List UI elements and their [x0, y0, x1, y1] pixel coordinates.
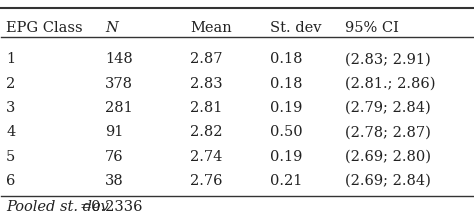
Text: =0.2336: =0.2336: [79, 200, 143, 214]
Text: 6: 6: [6, 174, 16, 188]
Text: 148: 148: [105, 52, 133, 66]
Text: 0.18: 0.18: [270, 77, 302, 90]
Text: 91: 91: [105, 125, 123, 139]
Text: (2.78; 2.87): (2.78; 2.87): [346, 125, 431, 139]
Text: 1: 1: [6, 52, 15, 66]
Text: 281: 281: [105, 101, 133, 115]
Text: 2.82: 2.82: [190, 125, 222, 139]
Text: 0.21: 0.21: [270, 174, 302, 188]
Text: 2.83: 2.83: [190, 77, 222, 90]
Text: 5: 5: [6, 150, 15, 164]
Text: 2.87: 2.87: [190, 52, 222, 66]
Text: (2.83; 2.91): (2.83; 2.91): [346, 52, 431, 66]
Text: 378: 378: [105, 77, 133, 90]
Text: Pooled st. dev: Pooled st. dev: [6, 200, 109, 214]
Text: 76: 76: [105, 150, 124, 164]
Text: St. dev: St. dev: [270, 21, 321, 35]
Text: 95% CI: 95% CI: [346, 21, 399, 35]
Text: N: N: [105, 21, 118, 35]
Text: 3: 3: [6, 101, 16, 115]
Text: 2.74: 2.74: [190, 150, 222, 164]
Text: 0.18: 0.18: [270, 52, 302, 66]
Text: 0.50: 0.50: [270, 125, 302, 139]
Text: (2.69; 2.80): (2.69; 2.80): [346, 150, 431, 164]
Text: 2: 2: [6, 77, 15, 90]
Text: 0.19: 0.19: [270, 150, 302, 164]
Text: (2.69; 2.84): (2.69; 2.84): [346, 174, 431, 188]
Text: 38: 38: [105, 174, 124, 188]
Text: EPG Class: EPG Class: [6, 21, 83, 35]
Text: 4: 4: [6, 125, 15, 139]
Text: 2.76: 2.76: [190, 174, 222, 188]
Text: Mean: Mean: [190, 21, 232, 35]
Text: (2.81.; 2.86): (2.81.; 2.86): [346, 77, 436, 90]
Text: 0.19: 0.19: [270, 101, 302, 115]
Text: 2.81: 2.81: [190, 101, 222, 115]
Text: (2.79; 2.84): (2.79; 2.84): [346, 101, 431, 115]
